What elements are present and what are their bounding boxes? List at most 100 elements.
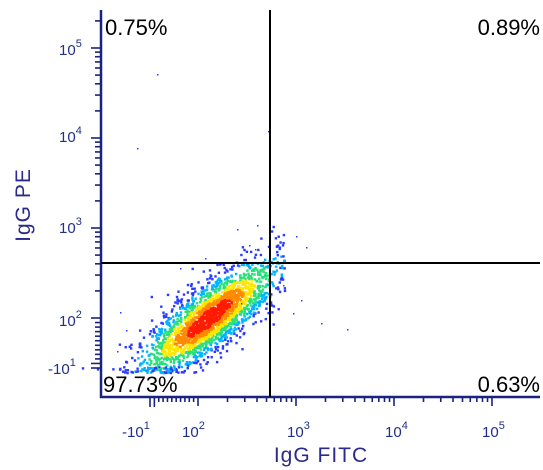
event-dot-288: [223, 278, 227, 281]
event-dot-1742: [211, 334, 215, 338]
event-dot-938: [206, 323, 209, 327]
event-dot-1859: [271, 311, 274, 314]
event-dot-2351: [205, 305, 208, 308]
event-dot-2047: [141, 350, 144, 353]
event-dot-1695: [159, 363, 162, 366]
event-dot-2109: [227, 314, 230, 317]
event-dot-1706: [186, 334, 189, 337]
event-dot-1511: [205, 292, 209, 295]
event-dot-2045: [240, 305, 243, 308]
event-dot-1681: [210, 307, 213, 310]
y-tick-label-3: 104: [59, 125, 82, 146]
event-dot-681: [191, 298, 194, 301]
event-dot-2326: [192, 352, 195, 356]
event-dot-1814: [177, 336, 180, 339]
quadrant-lower-left-label: 97.73%: [103, 372, 178, 397]
event-dot-1508: [215, 360, 219, 364]
event-dot-1575: [229, 337, 232, 340]
event-dot-2086: [233, 294, 236, 297]
event-dot-412: [213, 350, 216, 353]
event-dot-1251: [215, 333, 219, 336]
event-dot-2069: [160, 331, 163, 335]
event-dot-2088: [118, 368, 122, 371]
event-dot-1807: [196, 340, 200, 344]
event-dot-1864: [168, 324, 172, 327]
event-dot-2162: [190, 308, 193, 311]
event-dot-1761: [247, 288, 251, 291]
event-dot-1001: [180, 371, 184, 374]
event-dot-2316: [260, 237, 263, 240]
event-dot-1879: [189, 319, 192, 322]
event-dot-2218: [202, 337, 206, 340]
event-dot-1557: [167, 343, 170, 347]
event-dot-2373: [243, 274, 246, 277]
event-dot-1389: [223, 299, 226, 302]
event-dot-1454: [239, 287, 243, 290]
outlier-dot-18: [126, 330, 128, 332]
event-dot-2246: [150, 362, 153, 365]
event-dot-2303: [208, 292, 211, 295]
event-dot-531: [274, 237, 278, 240]
event-dot-2039: [225, 307, 228, 311]
event-dot-546: [257, 311, 260, 314]
event-dot-1164: [158, 342, 162, 345]
event-dot-2149: [181, 343, 185, 346]
event-dot-1991: [227, 322, 231, 326]
event-dot-2094: [254, 304, 257, 307]
event-dot-2309: [182, 335, 185, 339]
event-dot-195: [270, 230, 274, 233]
event-dot-1473: [191, 293, 195, 297]
event-dot-1290: [187, 332, 190, 335]
event-dot-1472: [247, 263, 250, 267]
event-dot-2251: [196, 327, 199, 330]
event-dot-671: [187, 347, 190, 350]
event-dot-1994: [219, 326, 222, 329]
event-dot-2388: [238, 289, 241, 292]
event-dot-1682: [259, 320, 263, 323]
event-dot-2052: [223, 286, 227, 289]
event-dot-1946: [194, 290, 197, 293]
event-dot-1784: [139, 344, 142, 347]
event-dot-1934: [213, 307, 217, 310]
event-dot-1011: [193, 337, 196, 340]
event-dot-2183: [168, 346, 171, 349]
event-dot-2019: [173, 342, 177, 346]
event-dot-1544: [174, 301, 177, 304]
event-dot-263: [143, 367, 146, 370]
event-dot-2256: [216, 305, 220, 308]
event-dot-1464: [243, 248, 246, 252]
event-dot-1919: [165, 320, 168, 324]
event-dot-367: [168, 327, 172, 331]
event-dot-1969: [198, 313, 201, 317]
event-dot-2002: [157, 333, 161, 337]
event-dot-967: [185, 361, 189, 364]
event-dot-1456: [185, 336, 189, 340]
event-dot-1154: [232, 303, 235, 306]
event-dot-290: [242, 272, 246, 276]
event-dot-583: [261, 290, 264, 293]
event-dot-1984: [212, 316, 215, 319]
event-dot-562: [244, 273, 248, 277]
y-tick-label-4: 105: [59, 38, 82, 59]
event-dot-1314: [234, 308, 237, 311]
event-dot-1634: [214, 322, 217, 325]
event-dot-1583: [257, 292, 260, 296]
event-dot-2161: [185, 304, 189, 307]
event-dot-2321: [197, 346, 200, 350]
event-dot-436: [200, 345, 203, 348]
event-dot-2315: [237, 304, 241, 307]
quadrant-upper-left-label: 0.75%: [105, 15, 167, 40]
event-dot-1899: [235, 289, 238, 292]
event-dot-2169: [200, 337, 203, 340]
event-dot-1336: [160, 352, 163, 356]
event-dot-1928: [265, 295, 268, 299]
event-dot-719: [212, 294, 215, 298]
event-dot-628: [234, 303, 237, 306]
event-dot-2375: [203, 347, 206, 350]
event-dot-1553: [232, 264, 235, 267]
event-dot-1563: [265, 291, 269, 295]
event-dot-1417: [197, 292, 200, 295]
event-dot-2205: [209, 343, 212, 347]
event-dot-2054: [203, 324, 206, 327]
event-dot-1940: [152, 328, 156, 331]
